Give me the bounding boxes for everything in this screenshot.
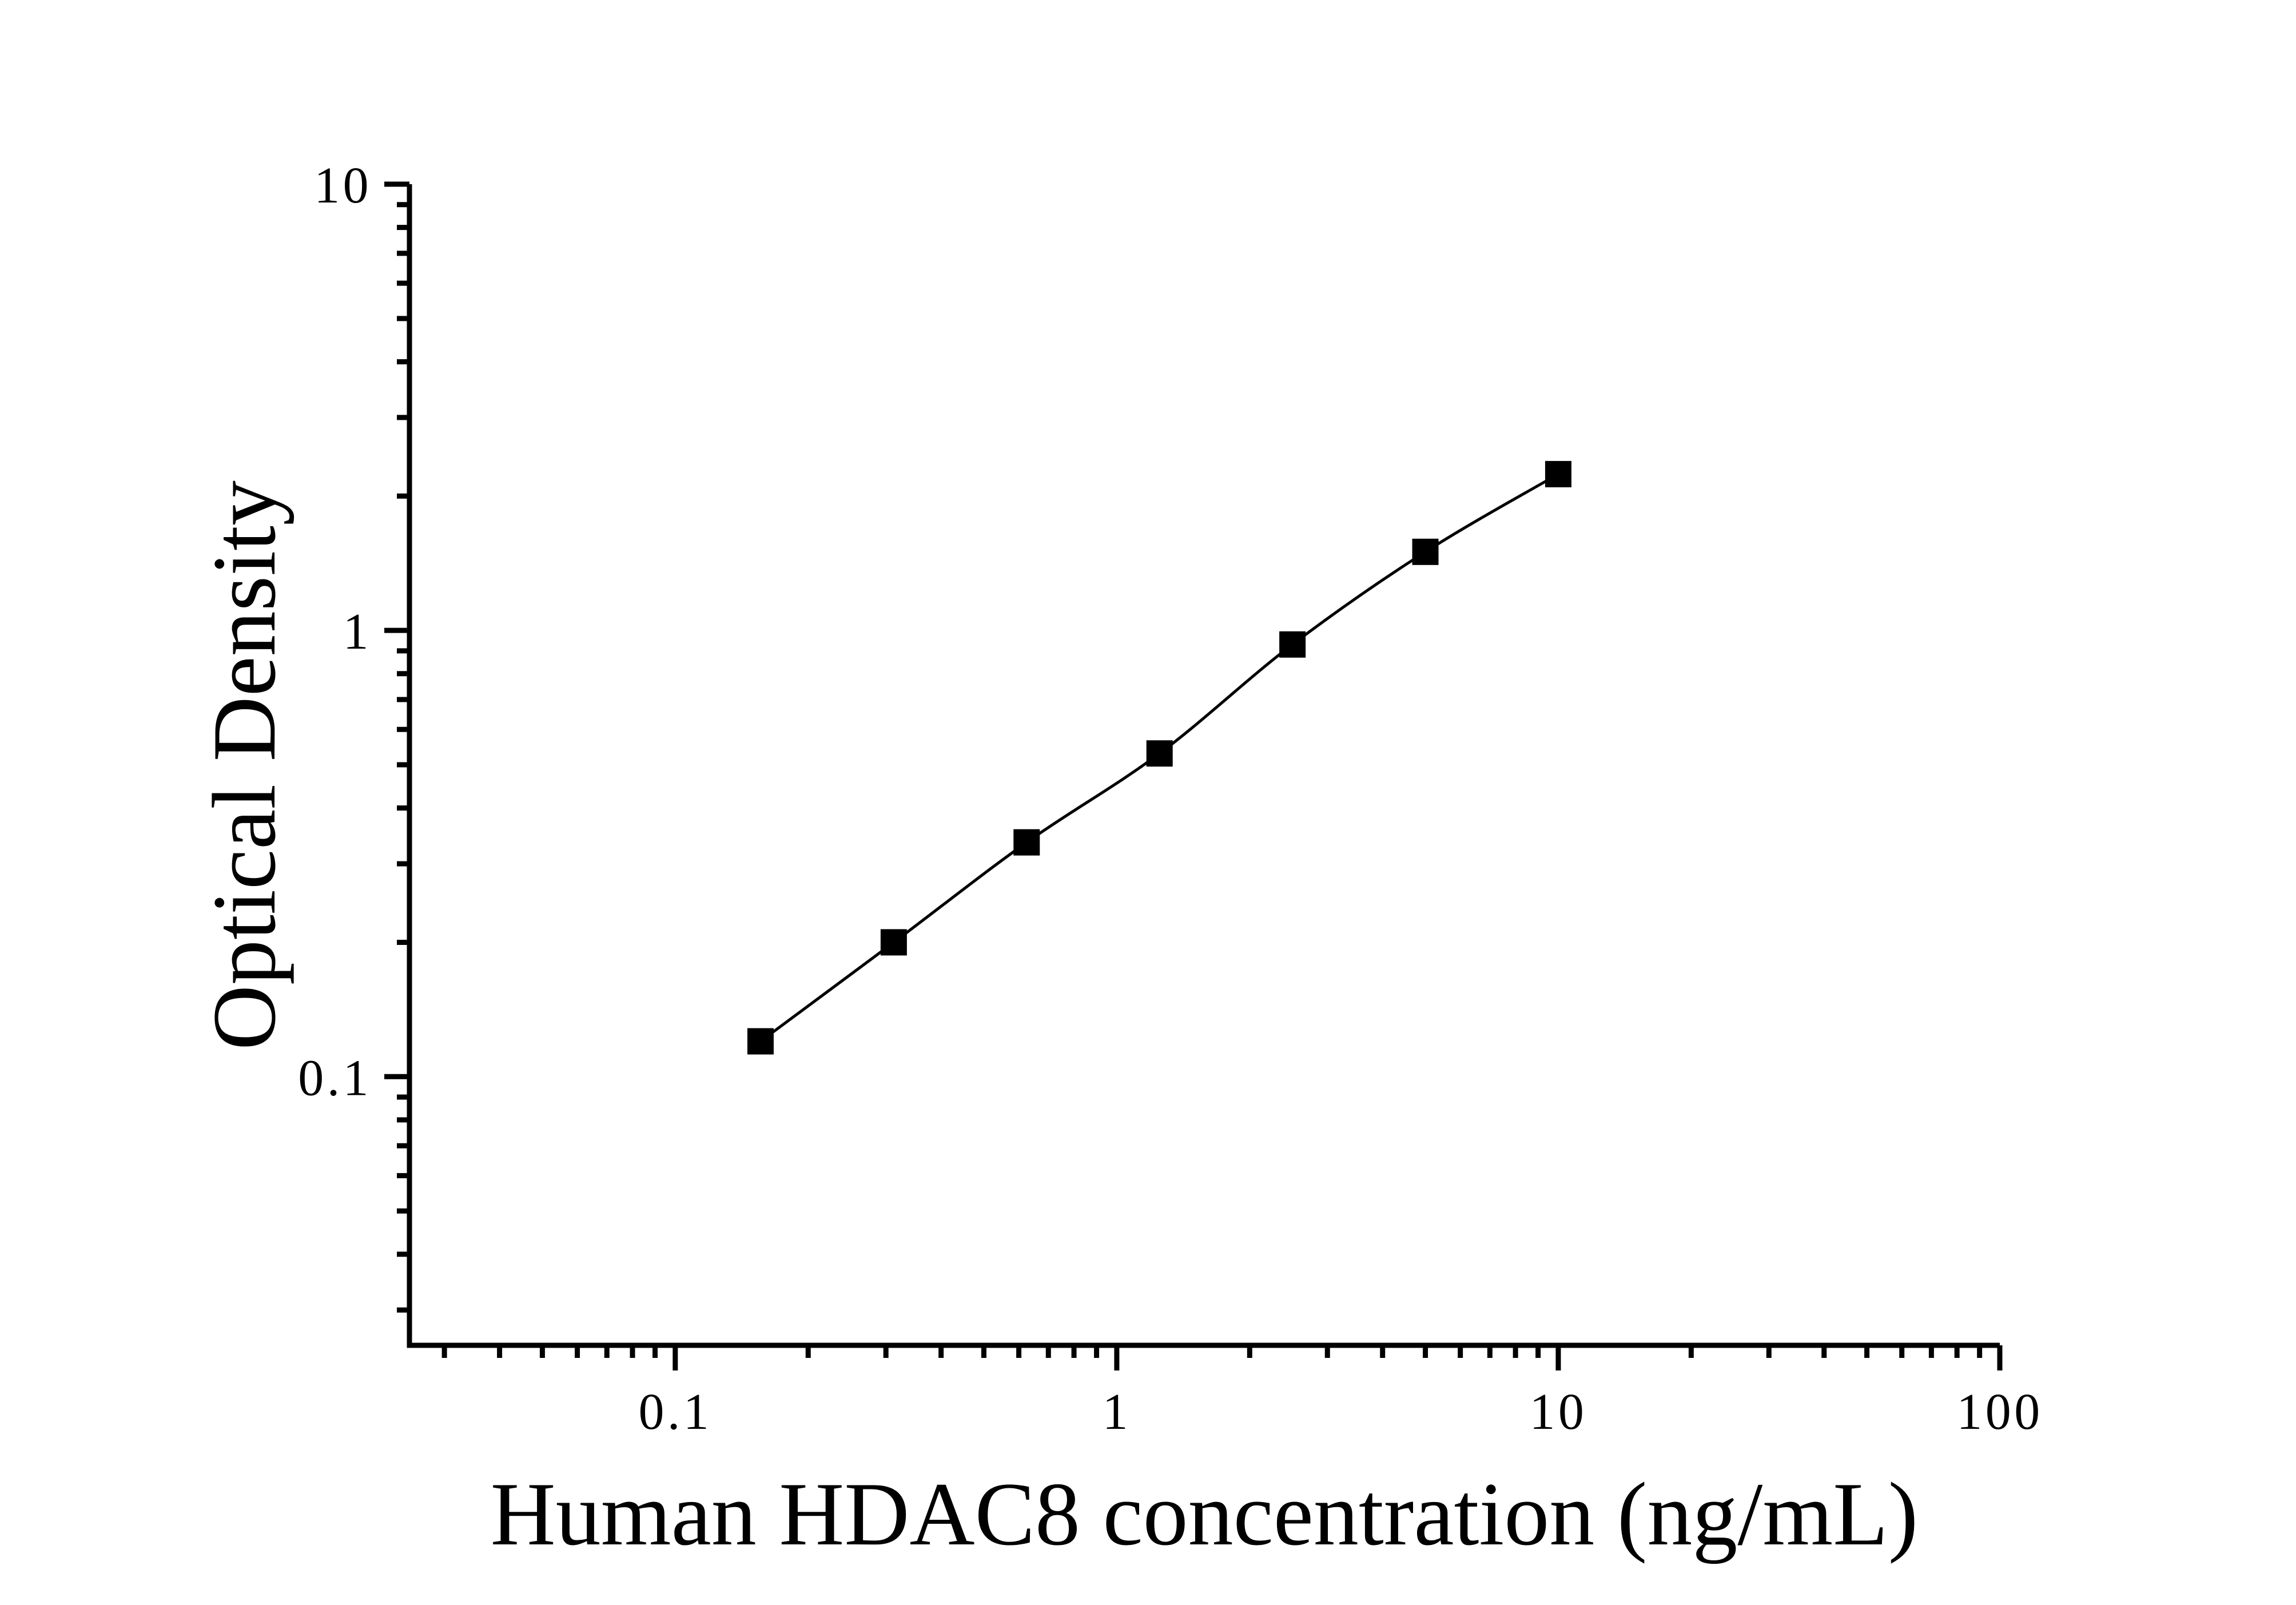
tick-layer bbox=[384, 181, 2003, 1370]
y-tick-label: 1 bbox=[343, 603, 372, 660]
x-axis-title: Human HDAC8 concentration (ng/mL) bbox=[491, 1464, 1919, 1564]
y-axis-title: Optical Density bbox=[194, 480, 295, 1050]
y-tick-label: 10 bbox=[314, 157, 372, 214]
x-tick-label: 10 bbox=[1530, 1384, 1587, 1440]
x-tick-label: 1 bbox=[1103, 1384, 1131, 1440]
y-tick-label: 0.1 bbox=[298, 1050, 372, 1106]
tick-label-layer: 0.1 1 10 100 0.1 1 10 bbox=[298, 157, 2043, 1440]
data-point-marker bbox=[880, 929, 907, 956]
x-tick-label: 0.1 bbox=[638, 1384, 712, 1440]
data-point-marker bbox=[747, 1028, 774, 1055]
data-series-layer bbox=[747, 460, 1571, 1055]
data-point-marker bbox=[1545, 460, 1571, 487]
data-point-marker bbox=[1146, 740, 1173, 767]
axes-layer bbox=[407, 184, 2000, 1348]
data-point-marker bbox=[1013, 829, 1040, 856]
x-tick-label: 100 bbox=[1956, 1384, 2043, 1440]
data-point-marker bbox=[1412, 538, 1439, 565]
data-point-marker bbox=[1279, 631, 1306, 658]
